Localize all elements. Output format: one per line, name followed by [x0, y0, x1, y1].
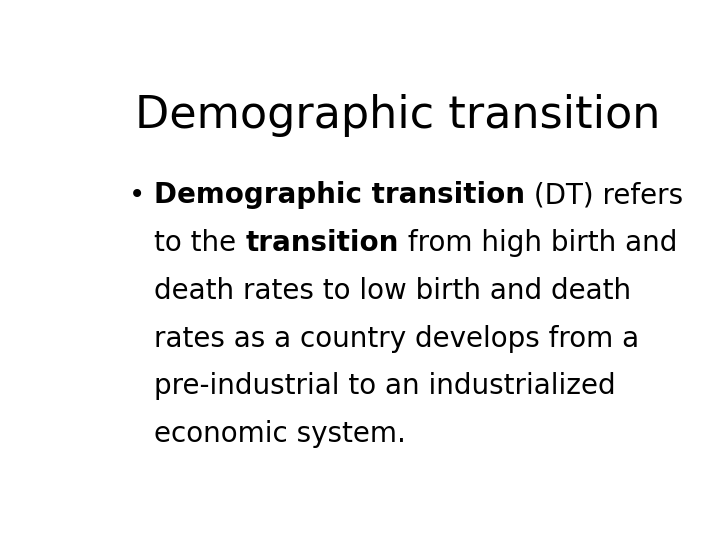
Text: from high birth and: from high birth and: [399, 229, 677, 257]
Text: (DT) refers: (DT) refers: [525, 181, 683, 209]
Text: death rates to low birth and death: death rates to low birth and death: [154, 277, 631, 305]
Text: economic system.: economic system.: [154, 420, 406, 448]
Text: rates as a country develops from a: rates as a country develops from a: [154, 325, 639, 353]
Text: Demographic transition: Demographic transition: [154, 181, 525, 209]
Text: •: •: [129, 181, 145, 209]
Text: to the: to the: [154, 229, 246, 257]
Text: transition: transition: [246, 229, 399, 257]
Text: Demographic transition: Demographic transition: [135, 94, 660, 137]
Text: pre-industrial to an industrialized: pre-industrial to an industrialized: [154, 373, 616, 401]
